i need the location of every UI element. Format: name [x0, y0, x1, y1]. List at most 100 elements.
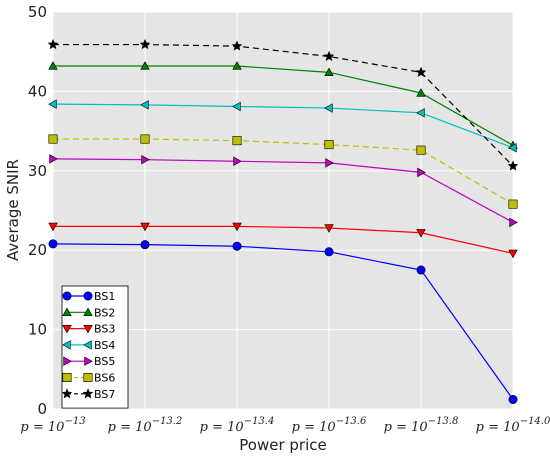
legend: BS1 BS2 BS3 BS4 BS5 BS6 BS7	[61, 285, 129, 409]
y-tick-label: 50	[28, 3, 47, 21]
legend-marker	[62, 340, 71, 350]
data-point	[232, 222, 242, 232]
data-point	[508, 199, 518, 209]
legend-marker	[83, 291, 93, 301]
data-point	[48, 239, 58, 249]
x-tick-label: p = 10−13.8	[384, 416, 459, 435]
series-line	[53, 138, 514, 205]
data-point	[507, 160, 519, 171]
data-point	[324, 140, 334, 150]
legend-item: BS2	[62, 306, 115, 319]
series-layer	[47, 38, 519, 404]
data-point	[48, 99, 57, 109]
data-point	[232, 101, 241, 112]
y-tick-label: 30	[28, 162, 47, 180]
data-point	[324, 67, 334, 77]
grid	[52, 11, 514, 410]
legend-marker	[62, 324, 72, 334]
data-point	[140, 240, 150, 250]
series-line	[52, 103, 514, 149]
legend-label: BS5	[94, 355, 115, 368]
legend-marker	[83, 324, 93, 334]
data-point	[416, 229, 426, 238]
data-point	[232, 241, 242, 251]
y-tick-label: 10	[28, 321, 47, 339]
x-tick-label: p = 10−13.6	[292, 416, 367, 435]
series-bs3	[48, 222, 518, 259]
x-tick-label: p = 10−14.0	[476, 416, 550, 435]
legend-marker	[63, 356, 72, 366]
data-point	[48, 134, 58, 144]
legend-item: BS5	[63, 355, 115, 368]
data-point	[415, 66, 427, 77]
y-tick-label: 40	[28, 82, 47, 100]
data-point	[139, 38, 151, 50]
data-point	[416, 265, 426, 275]
series-bs5	[49, 154, 518, 228]
series-bs1	[48, 239, 518, 404]
legend-label: BS1	[94, 290, 115, 303]
legend-marker	[82, 388, 94, 399]
legend-marker	[83, 340, 92, 350]
legend-item: BS1	[62, 290, 115, 303]
legend-item: BS7	[61, 388, 115, 401]
data-point	[140, 61, 150, 70]
x-axis-label: Power price	[239, 436, 326, 454]
data-point	[231, 40, 243, 51]
data-point	[417, 167, 426, 178]
axis-ticks: 0 10 20 30 40 50 p = 10−13 p = 10−13.2 p = 10−13…	[20, 3, 550, 435]
legend-label: BS6	[94, 372, 115, 385]
data-point	[48, 222, 58, 232]
data-point	[140, 100, 149, 110]
legend-label: BS3	[94, 323, 115, 336]
series-line	[52, 243, 514, 400]
data-point	[416, 145, 426, 155]
data-point	[324, 224, 334, 233]
data-point	[232, 61, 242, 70]
y-tick-label: 20	[28, 241, 47, 259]
data-point	[508, 249, 518, 259]
series-line	[53, 225, 514, 254]
data-point	[508, 394, 518, 404]
y-tick-label: 0	[37, 400, 47, 418]
legend-marker	[62, 372, 72, 382]
legend-item: BS4	[62, 339, 115, 352]
legend-marker	[83, 307, 93, 316]
x-tick-label: p = 10−13.2	[108, 416, 183, 435]
series-bs4	[48, 99, 517, 153]
legend-label: BS7	[94, 388, 115, 401]
data-point	[509, 217, 518, 228]
series-line	[53, 65, 514, 146]
data-point	[324, 247, 334, 257]
legend-marker	[62, 307, 72, 316]
series-line	[52, 158, 514, 223]
data-point	[325, 158, 334, 168]
series-bs6	[48, 134, 518, 209]
data-point	[233, 156, 242, 166]
legend-marker	[84, 356, 93, 366]
data-point	[141, 154, 150, 165]
series-bs7	[47, 38, 519, 171]
data-point	[416, 108, 425, 118]
data-point	[324, 103, 333, 113]
data-point	[47, 38, 59, 50]
y-axis-label: Average SNIR	[4, 159, 22, 261]
data-point	[323, 50, 335, 61]
x-tick-label: p = 10−13	[20, 416, 85, 435]
data-point	[140, 222, 150, 232]
data-point	[140, 134, 150, 144]
data-point	[232, 136, 242, 146]
legend-item: BS3	[62, 323, 115, 336]
data-point	[508, 143, 517, 153]
data-point	[416, 88, 426, 97]
data-point	[49, 154, 58, 164]
data-point	[48, 61, 58, 70]
legend-box	[61, 285, 129, 409]
series-bs2	[48, 61, 518, 150]
x-tick-label: p = 10−13.4	[200, 416, 275, 435]
series-line	[53, 43, 514, 167]
plot-area	[53, 12, 513, 409]
legend-marker	[61, 388, 73, 399]
legend-label: BS2	[94, 306, 115, 319]
